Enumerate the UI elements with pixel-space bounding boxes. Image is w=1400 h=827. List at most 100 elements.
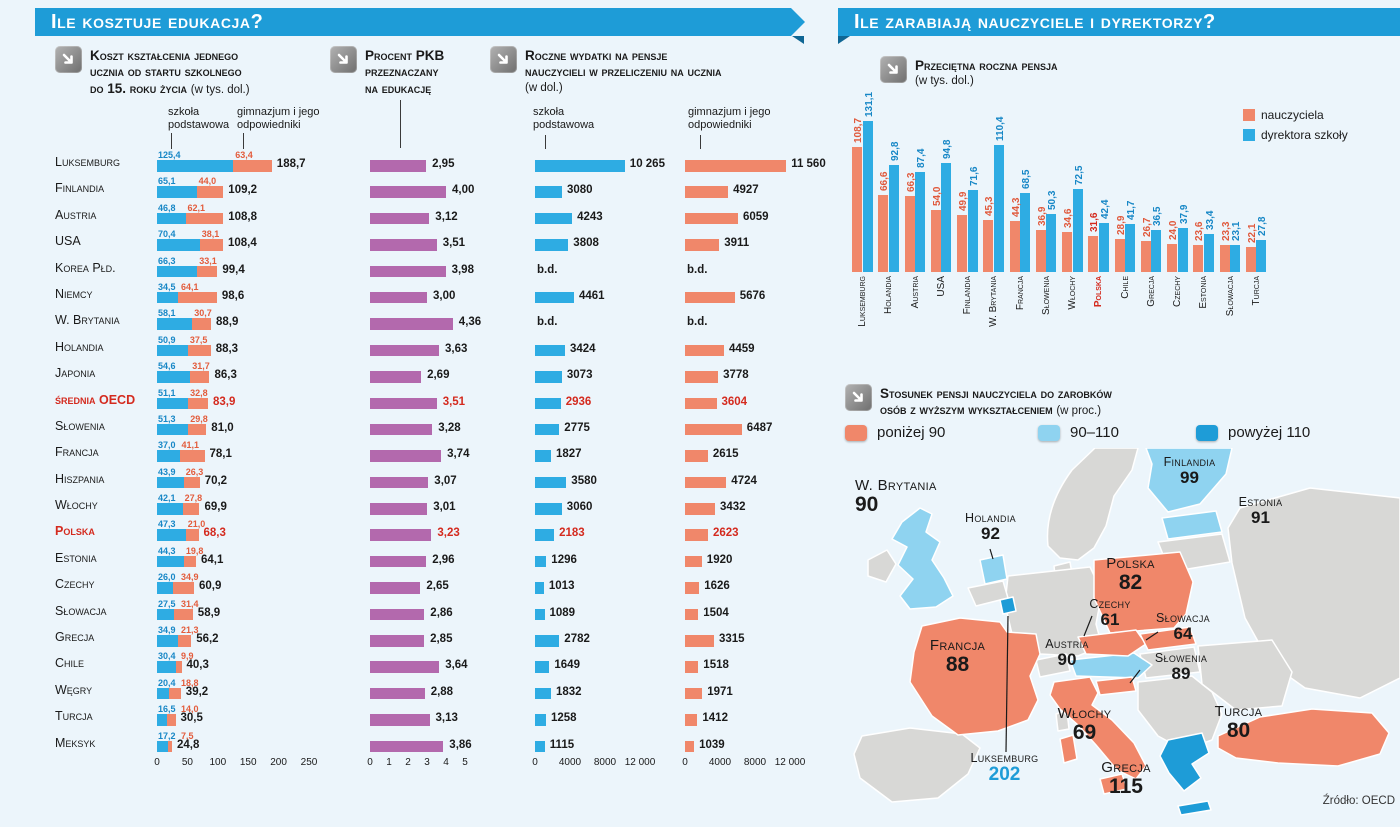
primary-school-bar: [157, 714, 167, 726]
gdp-bar: [370, 503, 428, 515]
salary-country-label: Finlandia: [962, 276, 973, 315]
axis-tick-label: 50: [181, 757, 193, 768]
director-value: 72,5: [1073, 165, 1085, 185]
spend-secondary-bar: [685, 740, 695, 753]
primary-school-bar: [157, 291, 178, 304]
primary-school-bar: [157, 397, 189, 410]
source-credit: Źródło: OECD: [1322, 795, 1395, 807]
secondary-value: 64,1: [181, 281, 199, 292]
legend-secondary-school: gimnazjum i jego odpowiedniki: [237, 106, 320, 131]
teacher-bar: [1088, 235, 1099, 272]
director-value: 42,4: [1099, 199, 1111, 220]
cost-cell: 27,5 31,4 58,9: [157, 598, 370, 624]
spend-primary-value: 3080: [567, 184, 593, 197]
spend-primary-value: 1649: [554, 659, 580, 672]
legend-below-90: poniżej 90: [845, 424, 945, 441]
above-110-swatch: [1196, 424, 1218, 441]
spend-secondary-value: 4927: [733, 184, 759, 197]
country-rows: Luksemburg 125,4 63,4 188,7 2,95 10 265 11 560…: [55, 149, 845, 756]
cost-cell: 26,0 34,9 60,9: [157, 571, 370, 597]
secondary-value: 19,8: [185, 545, 204, 556]
table-row: Korea Płd. 66,3 33,1 99,4 3,98 b.d. b.d.: [55, 255, 845, 281]
total-value: 78,1: [209, 448, 232, 461]
cost-cell: 37,0 41,1 78,1: [157, 439, 370, 465]
left-section-header: Ile kosztuje edukacja?: [35, 8, 805, 44]
spend-primary-bar: [535, 687, 551, 700]
secondary-value: 21,0: [187, 519, 206, 530]
spend-secondary-bar: [685, 450, 708, 462]
map-scandinavia: [1046, 448, 1139, 561]
secondary-school-bar: [185, 529, 199, 541]
gdp-axis: 0 1 2 3 4 5: [367, 757, 480, 770]
axis-tick-label: 12 000: [774, 757, 806, 768]
total-value: 60,9: [199, 580, 222, 593]
title-line: przeznaczany: [365, 64, 439, 80]
teacher-value: 49,9: [958, 191, 969, 211]
spend-secondary-value: 1504: [703, 606, 729, 619]
unit-label: (w proc.): [1056, 405, 1102, 418]
total-value: 108,8: [228, 210, 257, 223]
secondary-school-bar: [182, 503, 200, 515]
gdp-cell: 3,51: [370, 228, 535, 254]
axis-tick-label: 0: [532, 757, 538, 768]
secondary-value: 44,0: [198, 176, 217, 187]
cost-cell: 46,8 62,1 108,8: [157, 202, 370, 228]
gdp-value: 3,86: [449, 738, 472, 751]
cost-cell: 30,4 9,9 40,3: [157, 650, 370, 676]
title-line: Roczne wydatki na pensje: [525, 48, 668, 63]
teacher-bar: [1114, 238, 1125, 272]
primary-school-bar: [157, 661, 176, 673]
primary-school-bar: [157, 212, 186, 225]
table-row: Francja 37,0 41,1 78,1 3,74 1827 2615: [55, 439, 845, 465]
gdp-bar: [370, 371, 422, 383]
axis-tick-label: 8000: [593, 757, 617, 768]
spend-secondary-cell: 1626: [685, 571, 843, 597]
country-label: Włochy: [55, 498, 98, 513]
spend-secondary-bar: [685, 160, 787, 172]
gdp-value: 2,65: [426, 580, 449, 593]
spend-primary-value: 2782: [564, 633, 590, 646]
spend-primary-value: 3073: [566, 369, 593, 382]
gdp-cell: 2,85: [370, 624, 535, 650]
gdp-value: 3,51: [442, 237, 466, 250]
gdp-value: 3,51: [442, 395, 466, 408]
teacher-value: 23,3: [1220, 221, 1232, 242]
gdp-cell: 4,00: [370, 175, 535, 201]
map-finland: [1145, 448, 1233, 513]
country-label: Japonia: [55, 366, 96, 381]
axis-tick-label: 100: [209, 757, 227, 768]
primary-school-bar: [157, 608, 174, 621]
legend-director: dyrektora szkoły: [1243, 128, 1348, 142]
secondary-value: 26,3: [185, 466, 204, 477]
primary-value: 66,3: [158, 255, 176, 266]
director-bar: [1230, 245, 1240, 272]
axis-tick-label: 8000: [743, 757, 767, 768]
total-value: 81,0: [211, 421, 234, 434]
legend-above-110: powyżej 110: [1196, 424, 1310, 441]
gdp-cell: 2,86: [370, 598, 535, 624]
secondary-school-bar: [169, 687, 181, 700]
spend-primary-cell: 1296: [535, 545, 685, 571]
spend-primary-bar: [535, 740, 545, 753]
gdp-value: 3,23: [437, 527, 460, 540]
arrow-icon: [880, 56, 907, 83]
legend-teacher: nauczyciela: [1243, 108, 1324, 122]
director-bar: [915, 171, 925, 272]
map-label-luxembourg: Luksemburg 202: [970, 751, 1039, 786]
title-line: ucznia od startu szkolnego: [90, 64, 242, 80]
secondary-value: 9,9: [181, 651, 194, 662]
cost-cell: 54,6 31,7 86,3: [157, 360, 370, 386]
gdp-cell: 3,86: [370, 730, 535, 756]
total-value: 188,7: [276, 158, 306, 170]
spend-secondary-bar: [685, 476, 727, 489]
primary-value: 50,9: [158, 334, 176, 345]
spend-secondary-value: 3778: [723, 369, 749, 382]
country-label: USA: [55, 234, 81, 249]
arrow-icon: [490, 46, 517, 73]
below-90-swatch: [845, 424, 867, 441]
director-bar: [967, 189, 978, 272]
teacher-bar: [957, 214, 967, 272]
spend-primary-value: 3580: [571, 474, 597, 487]
cost-cell: 34,5 64,1 98,6: [157, 281, 370, 307]
gdp-value: 2,95: [432, 158, 455, 170]
